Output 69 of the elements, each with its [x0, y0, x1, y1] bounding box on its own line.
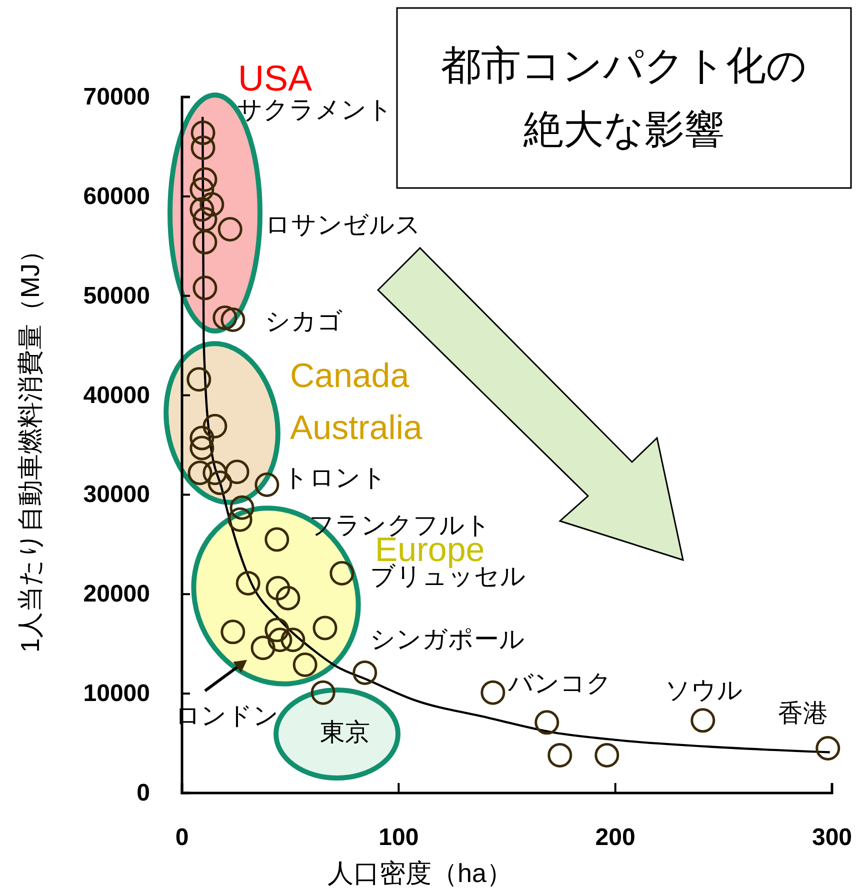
point: [200, 192, 224, 217]
point: [312, 616, 338, 640]
point: [264, 527, 290, 552]
point: [690, 708, 716, 733]
point: [534, 710, 560, 735]
point: [190, 177, 214, 202]
y-axis-title: 1人当たり自動車燃料消費量（MJ）: [15, 237, 45, 653]
point: [190, 197, 214, 222]
annotation: バンコク: [506, 670, 612, 698]
point: [220, 620, 246, 644]
y-tick-label: 30000: [83, 481, 150, 508]
point: [480, 680, 506, 705]
point: [208, 470, 232, 496]
x-tick-label: 200: [595, 824, 636, 851]
point: [276, 586, 300, 610]
point: [212, 306, 238, 330]
annotation: シンガポール: [370, 626, 525, 654]
y-tick-label: 60000: [83, 182, 150, 210]
point: [330, 561, 354, 586]
point: [292, 652, 318, 677]
y-tick-label: 50000: [83, 282, 150, 310]
x-axis-title: 人口密度（ha）: [328, 858, 512, 888]
point: [224, 460, 250, 484]
y-tick-label: 40000: [83, 382, 150, 409]
annotation: 東京: [320, 718, 370, 747]
y-tick-label: 70000: [83, 84, 150, 110]
point: [254, 472, 280, 497]
point: [188, 460, 212, 486]
annotation: サクラメント: [237, 96, 394, 124]
point: [548, 742, 572, 768]
y-tick-label: 20000: [83, 580, 150, 608]
annotation: トロント: [282, 464, 387, 492]
annotation: ソウル: [664, 676, 743, 704]
annotation: USA: [238, 58, 312, 98]
point: [202, 414, 228, 438]
point: [310, 680, 336, 705]
point: [594, 742, 620, 768]
annotation: Canada Australia: [290, 357, 422, 447]
annotation: シカゴ: [264, 308, 343, 336]
point: [192, 207, 218, 232]
point: [268, 628, 292, 652]
point: [264, 618, 290, 642]
point: [192, 230, 218, 254]
point: [250, 636, 276, 660]
x-tick-label: 300: [812, 824, 852, 851]
x-tick-label: 0: [175, 824, 189, 851]
point: [192, 167, 218, 192]
point: [236, 570, 260, 596]
point: [220, 307, 246, 332]
point: [190, 120, 216, 146]
point: [190, 436, 214, 460]
point: [280, 628, 306, 652]
point: [190, 426, 214, 450]
chart-title: 都市コンパクト化の絶大な影響: [441, 44, 807, 152]
annotation: ロサンゼルス: [265, 211, 422, 240]
point: [190, 135, 216, 160]
point: [228, 507, 252, 532]
point: [816, 736, 840, 760]
y-tick-label: 10000: [83, 680, 150, 708]
annotation: 香港: [778, 699, 828, 728]
y-tick-label: 0: [136, 780, 150, 806]
point: [192, 276, 218, 300]
x-tick-label: 100: [378, 824, 419, 851]
point: [218, 217, 242, 242]
point: [186, 367, 212, 392]
point: [266, 576, 290, 600]
point: [202, 460, 228, 486]
point: [352, 660, 378, 685]
point: [230, 495, 254, 520]
